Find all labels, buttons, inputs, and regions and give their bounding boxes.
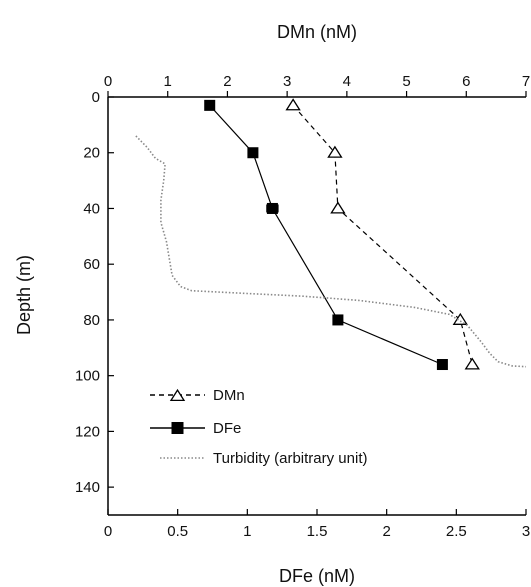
top-tick-label: 7: [522, 73, 530, 90]
depth-tick-label: 80: [83, 312, 100, 329]
data-point: [285, 98, 301, 111]
bottom-tick-label: 2.5: [446, 523, 467, 540]
series-dfe: [204, 99, 448, 371]
depth-tick-label: 120: [75, 423, 100, 440]
series-line: [135, 135, 527, 368]
depth-tick-label: 100: [75, 368, 100, 385]
bottom-tick-label: 0.5: [167, 523, 188, 540]
bottom-tick-label: 2: [382, 523, 390, 540]
top-axis-title: DMn (nM): [277, 22, 357, 42]
depth-tick-label: 20: [83, 145, 100, 162]
top-tick-label: 6: [462, 73, 470, 90]
depth-axis-title: Depth (m): [14, 255, 34, 335]
top-tick-label: 0: [104, 73, 112, 90]
legend-marker: [171, 422, 184, 434]
top-tick-label: 4: [343, 73, 351, 90]
top-axis: 0 1 2 3 4 5 6 7: [104, 73, 530, 97]
data-point: [247, 147, 259, 159]
top-tick-label: 5: [402, 73, 410, 90]
data-point: [436, 359, 448, 371]
data-point: [204, 99, 216, 111]
bottom-axis-title: DFe (nM): [279, 566, 355, 586]
bottom-tick-label: 1: [243, 523, 251, 540]
data-point: [464, 357, 480, 370]
series-line: [209, 104, 443, 366]
data-point: [330, 201, 346, 214]
depth-tick-label: 60: [83, 256, 100, 273]
bottom-tick-label: 3: [522, 523, 530, 540]
legend-marker: [169, 388, 186, 402]
depth-tick-label: 40: [83, 200, 100, 217]
data-point: [266, 202, 278, 214]
series-turbidity: [135, 135, 527, 368]
bottom-tick-label: 0: [104, 523, 112, 540]
top-tick-label: 2: [223, 73, 231, 90]
series-layer: [135, 98, 527, 371]
data-point: [452, 312, 468, 325]
depth-tick-label: 0: [92, 89, 100, 106]
bottom-tick-label: 1.5: [307, 523, 328, 540]
legend-label: Turbidity (arbitrary unit): [213, 450, 367, 467]
series-dmn: [285, 98, 480, 370]
depth-tick-label: 140: [75, 479, 100, 496]
series-line: [292, 105, 473, 365]
depth-axis: 0 20 40 60 80 100 120 140: [75, 89, 114, 496]
top-tick-label: 3: [283, 73, 291, 90]
legend: DMn DFe Turbidity (arbitrary unit): [150, 387, 367, 467]
legend-label: DFe: [213, 420, 241, 437]
top-tick-label: 1: [164, 73, 172, 90]
data-point: [327, 145, 343, 158]
data-point: [332, 314, 344, 326]
bottom-axis: 0 0.5 1 1.5 2 2.5 3: [104, 509, 530, 540]
legend-label: DMn: [213, 387, 245, 404]
